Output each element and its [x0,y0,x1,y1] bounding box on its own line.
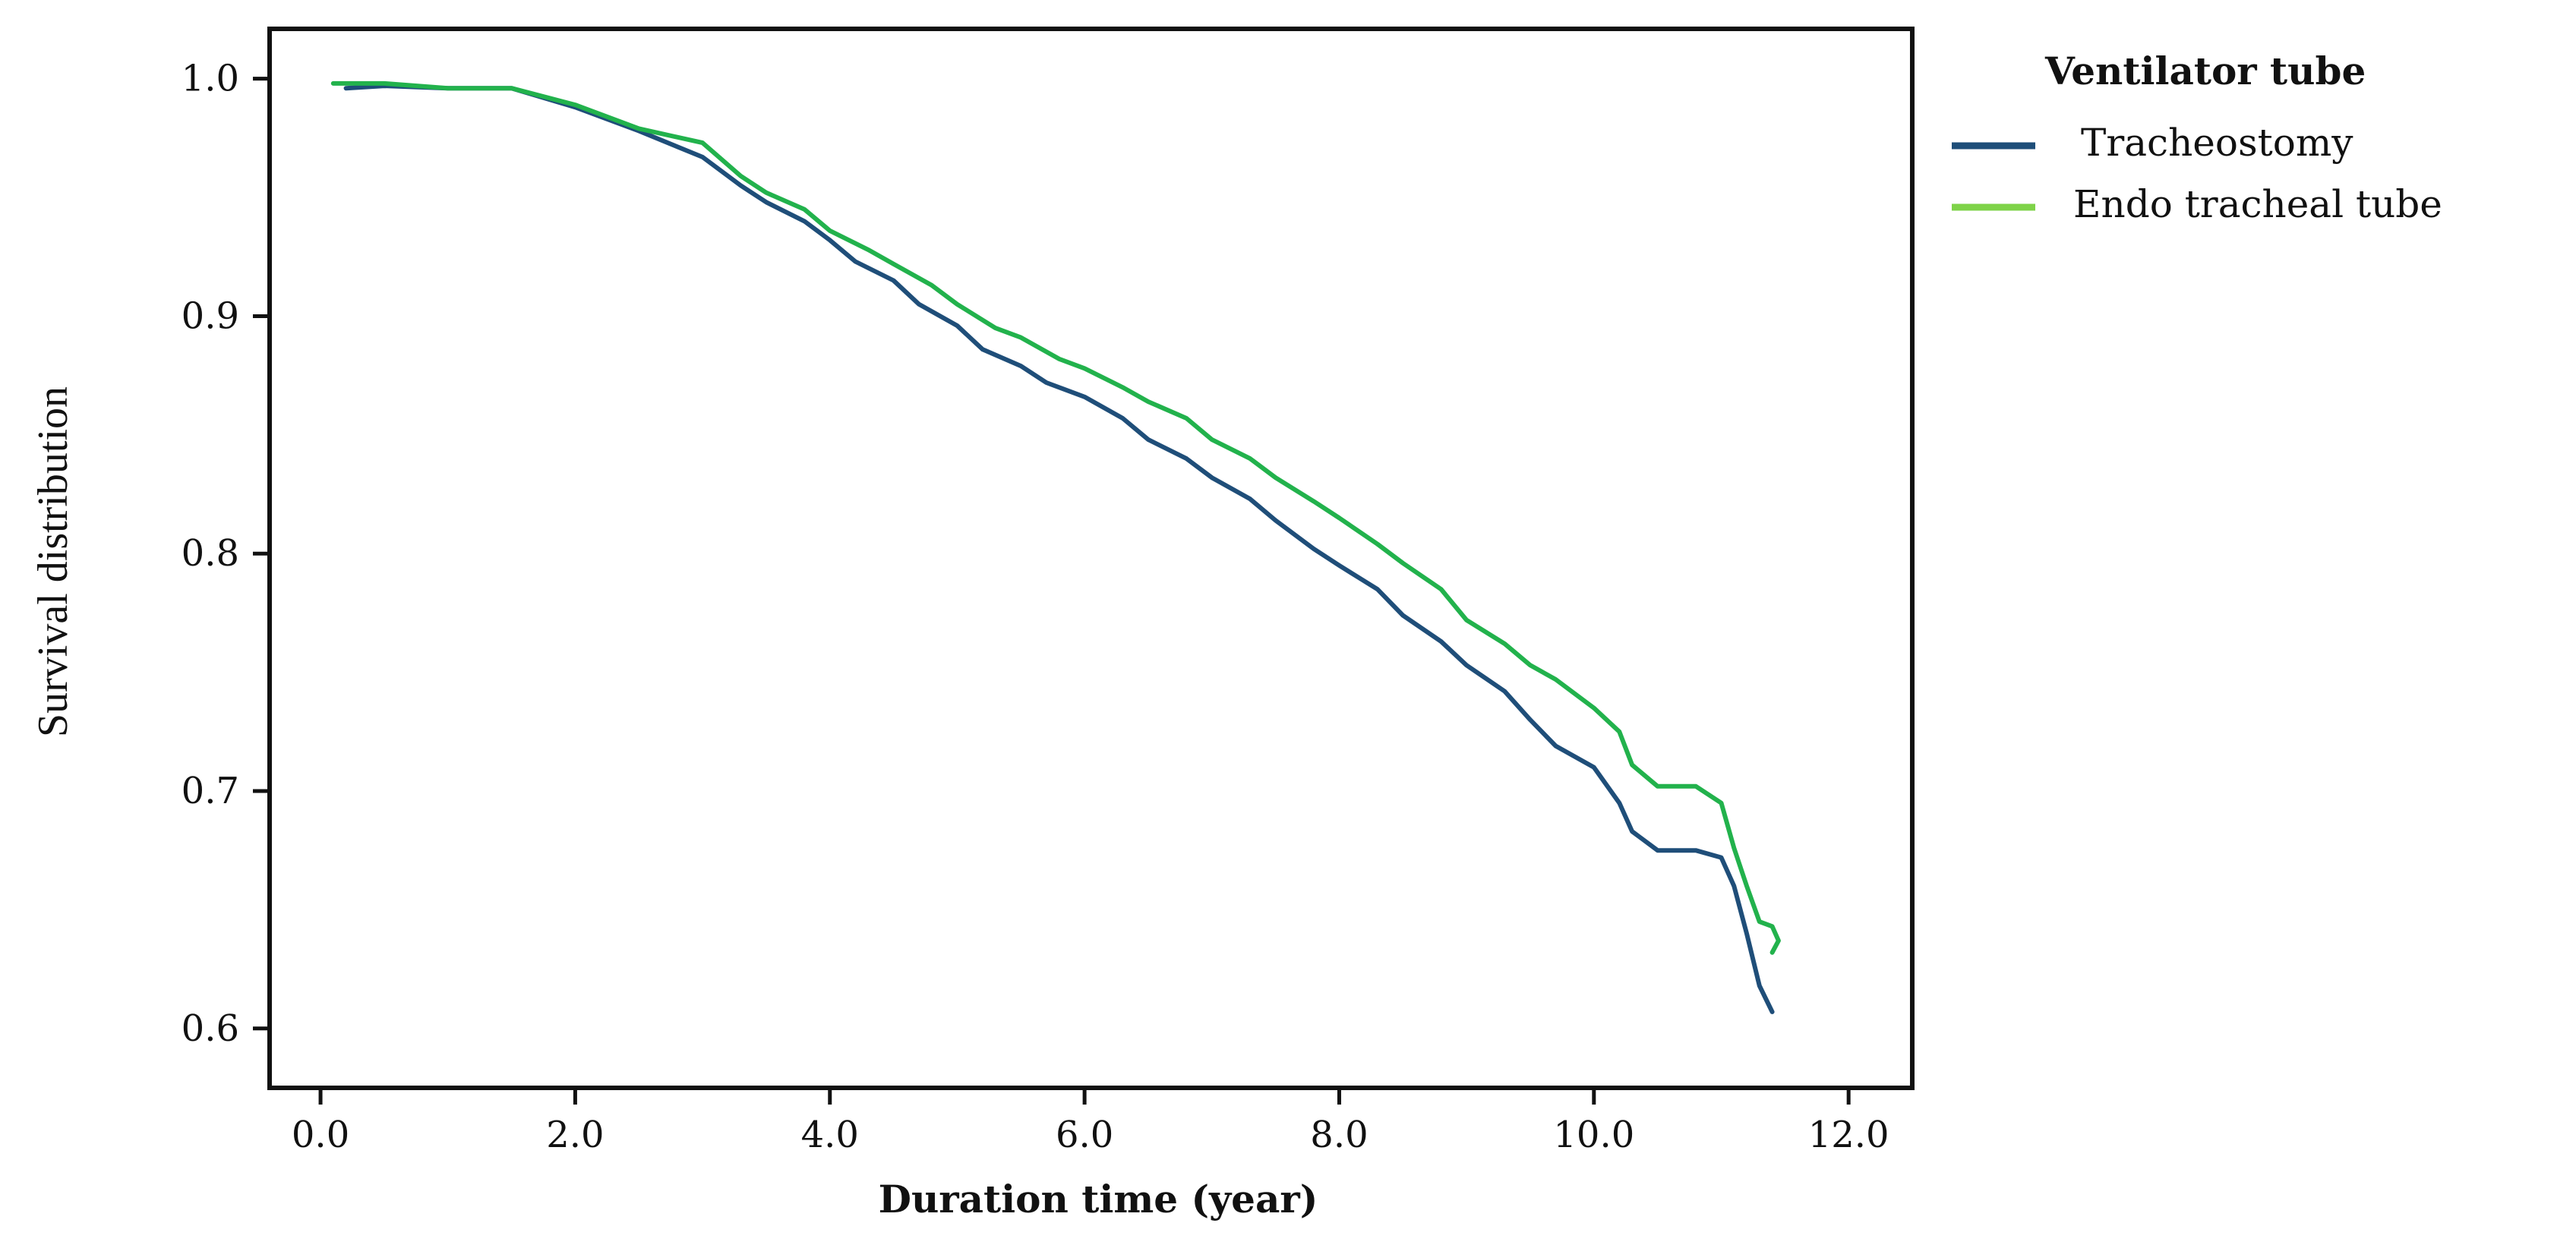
y-axis-title: Survival distribution [30,386,77,737]
plot-frame [267,27,1915,1090]
series-line-tracheostomy [343,84,1775,1014]
x-tick-label: 4.0 [801,1114,859,1156]
y-tick-label: 1.0 [182,58,239,100]
y-tick-label: 0.6 [182,1007,239,1050]
y-tick-label: 0.9 [182,295,239,337]
series-layer [330,80,1781,1014]
x-tick-label: 12.0 [1808,1114,1889,1156]
x-tick-label: 8.0 [1310,1114,1368,1156]
x-axis: 0.0 2.0 4.0 6.0 8.0 10.0 12.0 [292,1088,1889,1156]
y-tick-label: 0.8 [182,532,239,575]
x-axis-title: Duration time (year) [879,1177,1318,1221]
y-axis: 0.6 0.7 0.8 0.9 1.0 [182,58,270,1050]
legend-label-endo-tracheal-tube: Endo tracheal tube [2073,182,2442,226]
x-tick-label: 0.0 [292,1114,349,1156]
y-tick-label: 0.7 [182,770,239,812]
series-line-endo-tracheal-tube [330,80,1781,955]
legend-label-tracheostomy: Tracheostomy [2081,121,2353,165]
legend: Ventilator tube Tracheostomy Endo trache… [1952,49,2442,226]
legend-title: Ventilator tube [2044,49,2366,93]
x-tick-label: 10.0 [1553,1114,1634,1156]
x-tick-label: 2.0 [546,1114,604,1156]
x-tick-label: 6.0 [1056,1114,1113,1156]
